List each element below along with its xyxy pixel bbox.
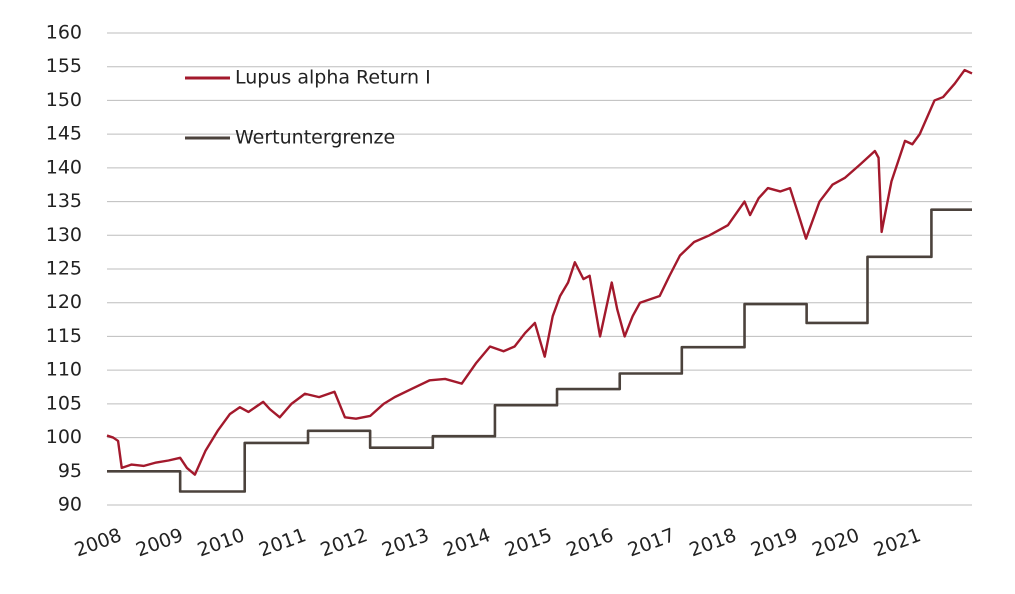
x-tick-label: 2021 [871, 524, 924, 561]
y-tick-label: 110 [46, 359, 82, 381]
y-tick-label: 160 [46, 22, 82, 44]
x-tick-label: 2009 [133, 524, 186, 561]
x-tick-label: 2010 [195, 524, 248, 561]
x-tick-label: 2012 [318, 524, 371, 561]
y-tick-label: 145 [46, 123, 82, 145]
labels: 90 95 100 105 110 115 120 125 130 135 140 145 150 155… [46, 22, 924, 562]
x-tick-label: 2011 [256, 524, 309, 561]
x-tick-label: 2008 [72, 524, 125, 561]
y-tick-label: 90 [58, 494, 82, 516]
y-tick-label: 135 [46, 190, 82, 212]
x-tick-label: 2019 [748, 524, 801, 561]
y-tick-label: 140 [46, 156, 82, 178]
legend-label: Wertuntergrenze [235, 127, 395, 149]
y-tick-label: 105 [46, 392, 82, 414]
y-tick-label: 95 [58, 460, 82, 482]
lines [106, 68, 973, 493]
x-tick-label: 2016 [563, 524, 616, 561]
y-tick-label: 100 [46, 426, 82, 448]
y-tick-label: 130 [46, 224, 82, 246]
x-tick-label: 2018 [686, 524, 739, 561]
y-tick-label: 120 [46, 291, 82, 313]
y-tick-label: 150 [46, 89, 82, 111]
y-tick-label: 155 [46, 55, 82, 77]
series-line [106, 68, 973, 476]
x-tick-label: 2013 [379, 524, 432, 561]
legend: Lupus alpha Return I Wertuntergrenze [185, 67, 431, 149]
x-tick-label: 2017 [625, 524, 678, 561]
x-tick-label: 2015 [502, 524, 555, 561]
x-tick-label: 2014 [440, 524, 493, 561]
y-tick-label: 115 [46, 325, 82, 347]
legend-label: Lupus alpha Return I [235, 67, 431, 89]
series-line [107, 208, 972, 493]
grid [107, 32, 972, 506]
x-tick-label: 2020 [809, 524, 862, 561]
y-tick-label: 125 [46, 258, 82, 280]
